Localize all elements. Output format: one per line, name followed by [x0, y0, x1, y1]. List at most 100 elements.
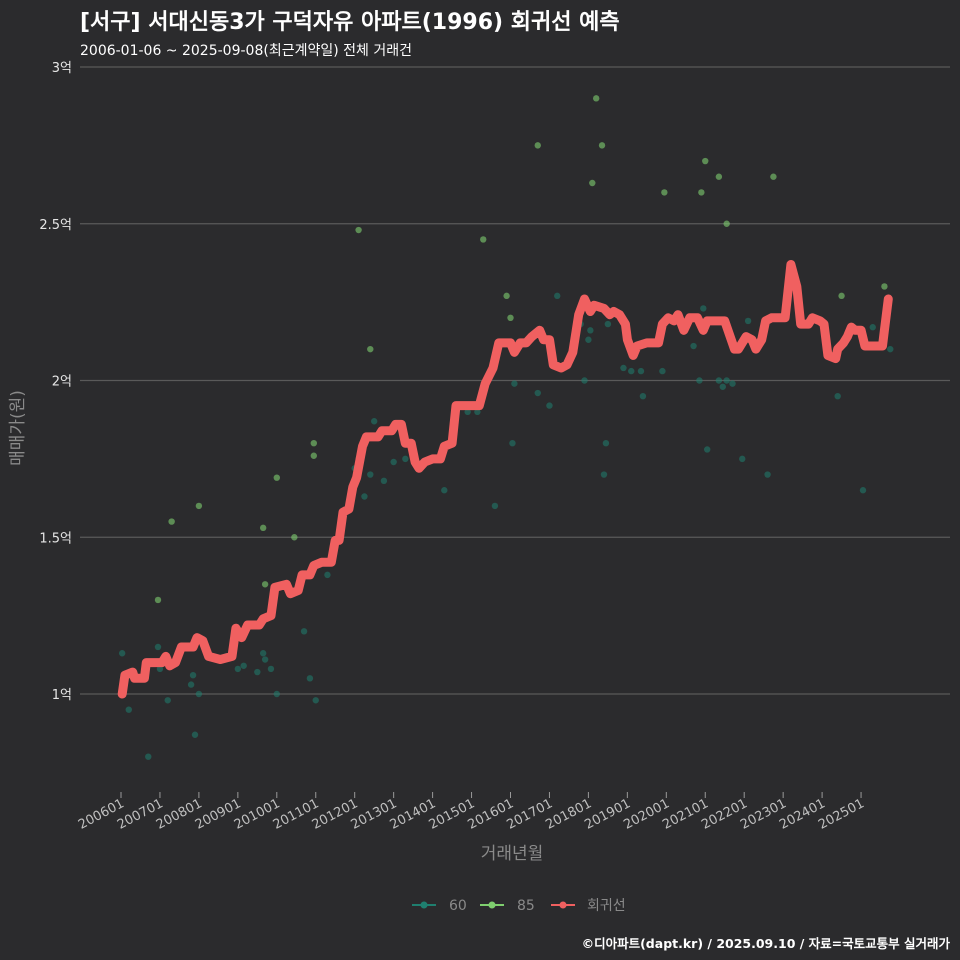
series-60-point [273, 690, 280, 698]
series-85-point [273, 474, 280, 481]
series-60-point [300, 628, 308, 635]
series-60-point [361, 493, 368, 500]
footer-credit: ©디아파트(dapt.kr) / 2025.09.10 / 자료=국토교통부 실… [581, 936, 950, 951]
series-85-point [261, 581, 269, 588]
series-60-point [744, 317, 752, 325]
series-60-point [581, 377, 588, 384]
series-60-point [764, 471, 771, 478]
legend-item-regression: 회귀선 [551, 898, 626, 914]
series-60-point [729, 380, 736, 387]
series-60-point [402, 455, 409, 463]
series-60-point [887, 345, 894, 353]
series-60-point [154, 643, 162, 651]
series-60-point [474, 408, 481, 416]
legend-swatch-85-dot [488, 901, 496, 909]
series-60-point [620, 364, 627, 372]
series-60-point [700, 305, 707, 312]
series-60-point [156, 665, 164, 673]
series-60-point [600, 471, 608, 478]
series-85-point [168, 518, 175, 525]
series-60-point [659, 367, 666, 375]
series-85-point [702, 157, 709, 165]
series-60-point [367, 471, 374, 478]
legend: 60 85 회귀선 [412, 898, 626, 914]
series-60-point [187, 681, 195, 688]
series-60-point [703, 446, 711, 453]
series-85-point [507, 314, 514, 321]
series-60-point [639, 392, 647, 400]
series-60-point [585, 336, 592, 343]
series-85-point [480, 236, 487, 243]
regression-line-group [117, 260, 893, 699]
series-60-point [125, 706, 132, 713]
series-60-point [509, 440, 516, 447]
chart-subtitle: 2006-01-06 ~ 2025-09-08(최근계약일) 전체 거래건 [80, 43, 412, 59]
series-60-point [254, 668, 261, 676]
series-85-point [723, 220, 730, 227]
series-85-point [367, 345, 374, 353]
legend-item-60: 60 [412, 898, 467, 914]
series-60-point [234, 665, 242, 673]
series-60-point [602, 440, 610, 447]
legend-label-85: 85 [517, 898, 535, 914]
series-85-point [592, 95, 600, 102]
series-60-point [464, 408, 471, 416]
x-axis-ticks: 2006012007012008012009012010012011012012… [76, 792, 867, 833]
legend-item-85: 85 [480, 898, 535, 914]
series-85-point [770, 173, 777, 180]
series-85-point [715, 173, 723, 180]
series-60-point [145, 753, 152, 760]
series-85-point [310, 452, 318, 459]
series-60-point [195, 690, 203, 698]
series-60-point [696, 377, 703, 384]
series-85-point [534, 142, 541, 149]
y-tick-label: 1억 [52, 688, 72, 703]
y-axis-title: 매매가(원) [8, 390, 28, 466]
series-60-point [637, 367, 645, 375]
y-tick-label: 2억 [52, 375, 72, 390]
series-85-point [355, 226, 362, 234]
series-60-point [546, 402, 553, 409]
series-60-point [164, 697, 171, 704]
series-60-point [587, 327, 594, 334]
series-85-point [291, 534, 298, 541]
series-60-point [191, 731, 199, 738]
series-60-point [312, 697, 319, 704]
series-60-point [189, 671, 197, 679]
series-85-point [195, 502, 203, 510]
series-60-point [719, 383, 726, 390]
series-60-point [240, 662, 247, 669]
series-60-point [869, 324, 876, 331]
series-60-point [261, 656, 269, 663]
series-60-point [306, 675, 314, 682]
series-60-point [534, 389, 541, 397]
series-60-point [491, 502, 499, 510]
series-60-point [723, 377, 730, 384]
series-85-points [154, 95, 888, 604]
y-tick-label: 1.5억 [39, 531, 72, 546]
series-60-point [604, 320, 612, 328]
series-60-point [628, 367, 635, 375]
regression-line [117, 260, 893, 699]
series-60-point [259, 650, 267, 657]
chart-title: [서구] 서대신동3가 구덕자유 아파트(1996) 회귀선 예측 [80, 10, 620, 35]
series-60-point [859, 487, 867, 494]
series-85-point [598, 142, 606, 149]
series-60-point [380, 477, 388, 485]
series-60-point [511, 380, 518, 387]
series-85-point [698, 189, 705, 196]
series-85-point [589, 179, 596, 187]
series-60-point [390, 458, 397, 466]
legend-swatch-60-dot [420, 901, 428, 909]
y-tick-label: 3억 [52, 61, 72, 76]
series-85-point [661, 189, 668, 196]
series-60-point [267, 665, 275, 673]
series-60-points [118, 292, 894, 760]
series-60-point [554, 292, 561, 300]
series-85-point [310, 440, 318, 447]
series-85-point [503, 292, 510, 300]
x-axis-title: 거래년월 [481, 844, 544, 864]
series-60-point [690, 342, 697, 350]
y-tick-label: 2.5억 [39, 218, 72, 233]
